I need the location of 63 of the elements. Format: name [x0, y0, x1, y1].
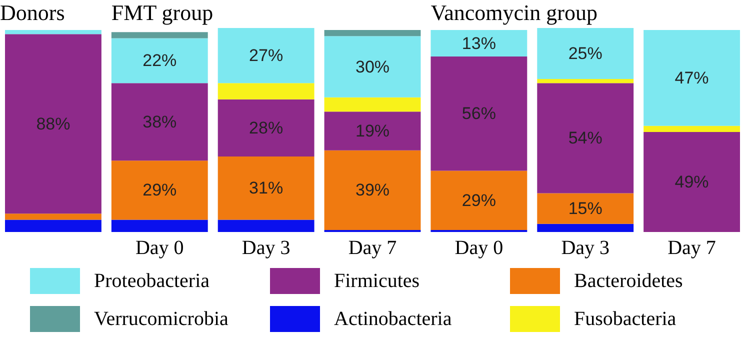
bar — [324, 112, 421, 150]
bar — [111, 32, 208, 38]
data-label: 29% — [142, 180, 177, 200]
bar — [537, 79, 634, 84]
x-tick-label: Day 0 — [135, 237, 184, 260]
text: Vancomycin group — [430, 0, 598, 26]
data-label: 15% — [568, 199, 602, 218]
bar — [537, 28, 634, 79]
text: FMT group — [111, 0, 214, 26]
data-label: 31% — [249, 178, 284, 198]
legend-label: Bacteroidetes — [574, 270, 683, 292]
bar — [324, 36, 421, 98]
data-label: 13% — [462, 34, 496, 53]
legend-label: Fusobacteria — [574, 308, 676, 330]
bar — [5, 30, 102, 34]
data-label: 54% — [568, 128, 602, 148]
data-label: 28% — [249, 118, 284, 138]
bar — [430, 56, 528, 171]
data-label: 19% — [355, 122, 390, 141]
x-tick-label: Day 7 — [668, 237, 716, 260]
bar — [111, 160, 208, 220]
data-label: 49% — [674, 172, 709, 192]
bar — [324, 97, 421, 112]
bar — [430, 30, 528, 57]
bar — [218, 99, 314, 157]
bar — [537, 83, 634, 194]
data-label: 29% — [462, 190, 496, 210]
bar — [537, 224, 634, 232]
data-label: 30% — [355, 57, 390, 76]
x-tick-label: Day 0 — [454, 237, 504, 260]
x-tick-label: Day 3 — [242, 237, 290, 260]
bar — [111, 83, 208, 161]
bar — [5, 220, 102, 232]
legend-label: Firmicutes — [334, 270, 420, 292]
bar — [218, 220, 314, 232]
bar — [218, 83, 314, 100]
bar — [324, 30, 421, 36]
legend-label: Actinobacteria — [334, 308, 452, 330]
data-label: 39% — [355, 180, 390, 200]
text: Donors — [0, 0, 65, 26]
x-tick-label: Day 3 — [561, 237, 610, 260]
data-label: 27% — [249, 46, 284, 66]
data-label: 25% — [568, 44, 602, 63]
bar — [5, 34, 102, 214]
data-label: 38% — [142, 112, 177, 132]
bar — [5, 214, 102, 220]
legend-label: Verrucomicrobia — [94, 308, 228, 330]
legend-label: Proteobacteria — [94, 270, 210, 292]
data-label: 88% — [36, 114, 70, 134]
x-tick-label: Day 7 — [348, 237, 397, 260]
data-label: 56% — [462, 104, 496, 124]
data-label: 22% — [142, 51, 177, 70]
bar — [644, 30, 740, 126]
data-label: 47% — [674, 68, 709, 88]
bar — [111, 38, 208, 84]
bar — [644, 126, 740, 132]
bar — [430, 170, 528, 230]
bar — [537, 193, 634, 224]
bar — [111, 220, 208, 232]
bar — [644, 132, 740, 232]
bar — [324, 150, 421, 230]
bar — [218, 28, 314, 84]
bar — [218, 156, 314, 220]
